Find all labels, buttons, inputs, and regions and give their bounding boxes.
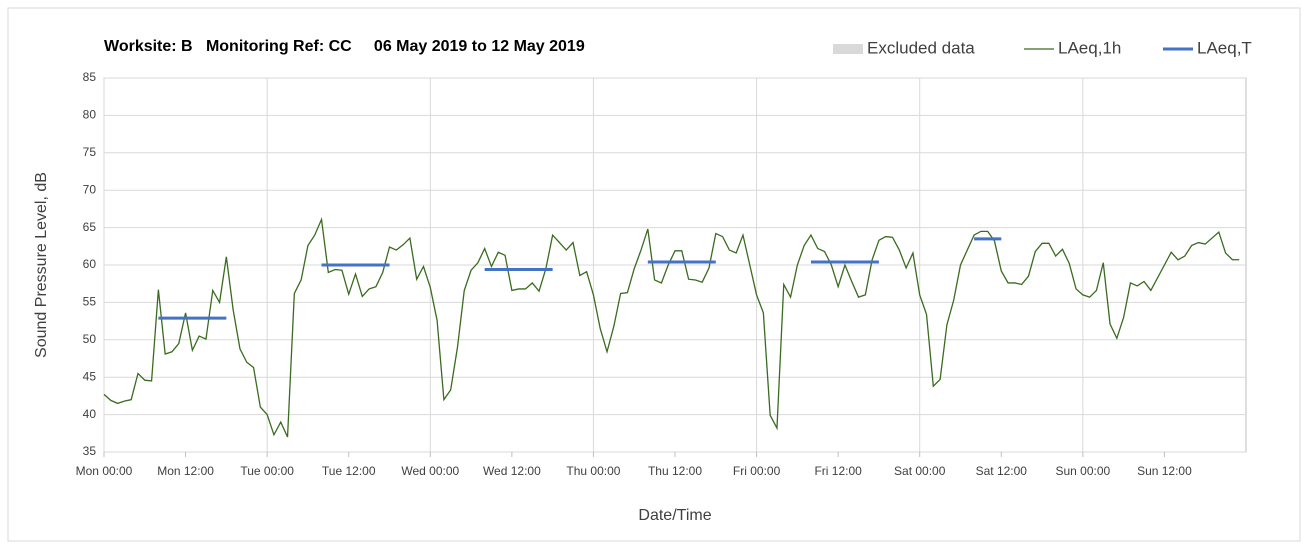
- x-tick-label: Fri 00:00: [733, 464, 781, 478]
- x-tick-label: Thu 12:00: [648, 464, 702, 478]
- chart-title: Worksite: B Monitoring Ref: CC 06 May 20…: [104, 38, 585, 55]
- y-tick-label: 55: [83, 295, 97, 309]
- y-tick-label: 45: [83, 369, 97, 383]
- chart-border: [7, 7, 1301, 542]
- y-tick-label: 80: [83, 108, 97, 122]
- y-tick-label: 40: [83, 407, 97, 421]
- y-tick-label: 35: [83, 444, 97, 458]
- legend-label: Excluded data: [867, 38, 975, 57]
- x-tick-label: Sat 12:00: [976, 464, 1028, 478]
- x-tick-label: Tue 00:00: [240, 464, 294, 478]
- x-tick-label: Thu 00:00: [566, 464, 620, 478]
- series-line: [103, 216, 1240, 438]
- y-tick-label: 65: [83, 220, 97, 234]
- legend-label: LAeq,T: [1197, 38, 1252, 57]
- x-tick-label: Tue 12:00: [322, 464, 376, 478]
- x-tick-label: Sun 00:00: [1055, 464, 1110, 478]
- x-tick-label: Fri 12:00: [814, 464, 862, 478]
- x-tick-label: Wed 00:00: [401, 464, 459, 478]
- y-axis-label: Sound Pressure Level, dB: [33, 172, 50, 358]
- x-tick-label: Sat 00:00: [894, 464, 946, 478]
- legend-swatch: [833, 44, 863, 54]
- x-tick-label: Wed 12:00: [483, 464, 541, 478]
- x-axis-label: Date/Time: [638, 507, 711, 524]
- y-tick-label: 85: [83, 70, 97, 84]
- x-tick-label: Sun 12:00: [1137, 464, 1192, 478]
- series-line: [158, 237, 1002, 320]
- x-tick-label: Mon 00:00: [76, 464, 133, 478]
- x-tick-label: Mon 12:00: [157, 464, 214, 478]
- y-tick-label: 70: [83, 182, 97, 196]
- legend-label: LAeq,1h: [1058, 38, 1121, 57]
- y-tick-label: 75: [83, 145, 97, 159]
- y-tick-label: 50: [83, 332, 97, 346]
- y-tick-label: 60: [83, 257, 97, 271]
